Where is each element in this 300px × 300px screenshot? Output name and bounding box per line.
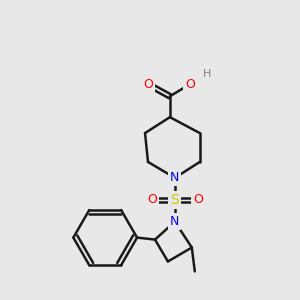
Text: N: N bbox=[170, 215, 180, 228]
Text: O: O bbox=[193, 193, 203, 206]
Text: O: O bbox=[147, 193, 157, 206]
Text: O: O bbox=[143, 78, 153, 91]
Text: H: H bbox=[202, 69, 211, 80]
Text: S: S bbox=[170, 193, 179, 207]
Text: O: O bbox=[185, 78, 195, 91]
Text: N: N bbox=[170, 171, 180, 184]
